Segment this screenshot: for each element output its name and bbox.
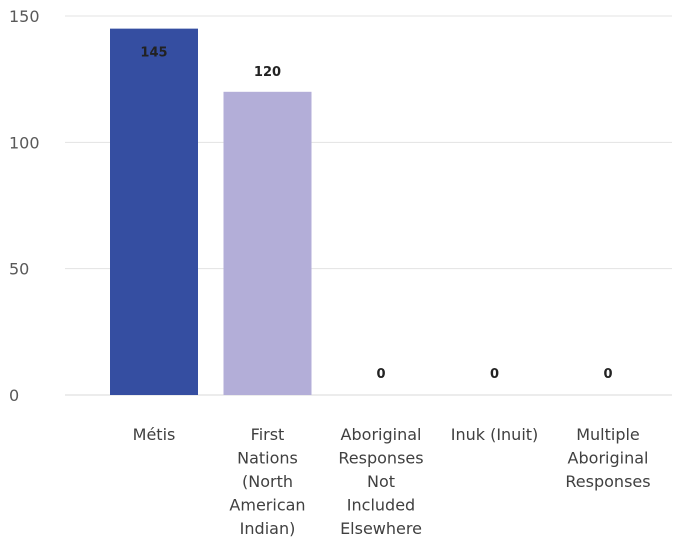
x-category-label-line: Responses <box>565 472 650 491</box>
x-category-label-line: Aboriginal <box>341 425 422 444</box>
data-labels: 145 120 0 0 0 <box>140 46 612 382</box>
y-tick-label: 0 <box>9 386 19 405</box>
y-tick-label: 100 <box>9 133 40 152</box>
x-category-label-line: Multiple <box>576 425 640 444</box>
x-category-label: Aboriginal Responses Not Included Elsewhere <box>338 425 423 538</box>
bars <box>110 28 312 396</box>
x-category-label-line: Included <box>347 496 415 515</box>
x-category-label-line: Responses <box>338 449 423 468</box>
x-category-label-line: Elsewhere <box>340 519 422 538</box>
x-category-label-line: (North <box>242 472 293 491</box>
bar <box>110 28 198 396</box>
x-axis-labels: Métis First Nations (North American Indian) Ab… <box>133 425 651 538</box>
x-category-label-line: Métis <box>133 425 176 444</box>
data-label: 145 <box>140 46 167 61</box>
x-category-label-line: American <box>229 496 305 515</box>
data-label: 0 <box>376 367 385 382</box>
y-axis-ticks: 0 50 100 150 <box>9 7 40 405</box>
data-label: 120 <box>254 65 281 80</box>
x-category-label: Multiple Aboriginal Responses <box>565 425 650 491</box>
x-category-label-line: Indian) <box>240 519 296 538</box>
x-category-label-line: Not <box>367 472 395 491</box>
x-category-label-line: Nations <box>237 449 298 468</box>
data-label: 0 <box>603 367 612 382</box>
x-category-label: First Nations (North American Indian) <box>229 425 305 538</box>
x-category-label: Métis <box>133 425 176 444</box>
x-category-label: Inuk (Inuit) <box>451 425 539 444</box>
data-label: 0 <box>490 367 499 382</box>
x-category-label-line: Aboriginal <box>568 449 649 468</box>
y-tick-label: 50 <box>9 260 29 279</box>
x-category-label-line: Inuk (Inuit) <box>451 425 539 444</box>
bar <box>223 91 312 396</box>
y-tick-label: 150 <box>9 7 40 26</box>
x-category-label-line: First <box>251 425 285 444</box>
